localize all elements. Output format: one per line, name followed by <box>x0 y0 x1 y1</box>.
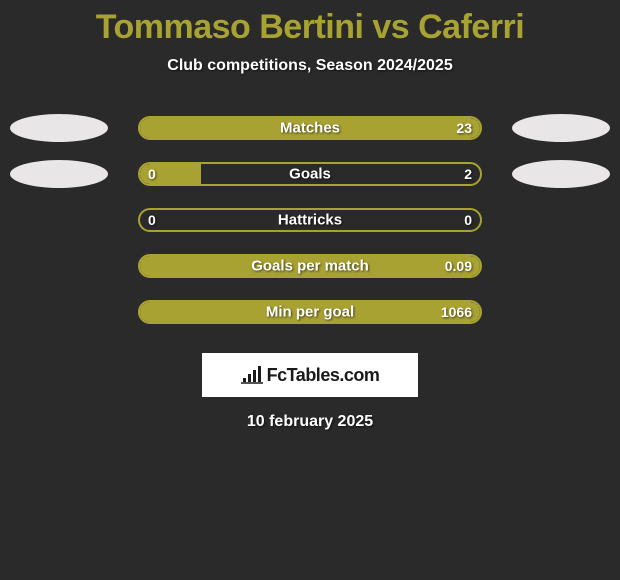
player-marker-left <box>10 114 108 142</box>
subtitle: Club competitions, Season 2024/2025 <box>0 57 620 75</box>
stat-label: Min per goal <box>266 304 354 321</box>
stat-row: 23 Matches <box>0 105 620 151</box>
stat-value-right: 0 <box>464 212 472 228</box>
stat-label: Goals <box>289 166 331 183</box>
player-marker-right <box>512 114 610 142</box>
bar-chart-icon <box>241 366 263 384</box>
stat-bar: 1066 Min per goal <box>138 300 482 324</box>
stat-row: 1066 Min per goal <box>0 289 620 335</box>
stat-value-right: 23 <box>456 120 472 136</box>
stat-label: Goals per match <box>251 258 369 275</box>
stat-bar: 0.09 Goals per match <box>138 254 482 278</box>
page-title: Tommaso Bertini vs Caferri <box>0 0 620 47</box>
stat-label: Matches <box>280 120 340 137</box>
stat-bar: 0 2 Goals <box>138 162 482 186</box>
stat-value-left: 0 <box>148 166 156 182</box>
stat-label: Hattricks <box>278 212 342 229</box>
player-marker-right <box>512 160 610 188</box>
stat-bar: 0 0 Hattricks <box>138 208 482 232</box>
stat-value-right: 0.09 <box>445 258 472 274</box>
brand-box[interactable]: FcTables.com <box>202 353 418 397</box>
stat-value-left: 0 <box>148 212 156 228</box>
stat-value-right: 2 <box>464 166 472 182</box>
stats-container: 23 Matches 0 2 Goals 0 0 Hattricks 0.09 Goals per… <box>0 105 620 335</box>
stat-bar: 23 Matches <box>138 116 482 140</box>
player-marker-left <box>10 160 108 188</box>
stat-value-right: 1066 <box>441 304 472 320</box>
brand-text: FcTables.com <box>267 365 380 386</box>
stat-row: 0.09 Goals per match <box>0 243 620 289</box>
date-line: 10 february 2025 <box>0 413 620 431</box>
stat-row: 0 0 Hattricks <box>0 197 620 243</box>
stat-row: 0 2 Goals <box>0 151 620 197</box>
